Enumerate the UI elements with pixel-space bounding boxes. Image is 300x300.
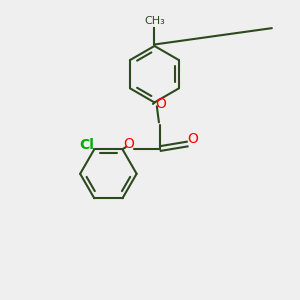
Text: O: O [187, 132, 198, 146]
Text: O: O [155, 97, 166, 111]
Text: Cl: Cl [80, 138, 94, 152]
Text: CH₃: CH₃ [144, 16, 165, 26]
Text: O: O [123, 137, 134, 151]
